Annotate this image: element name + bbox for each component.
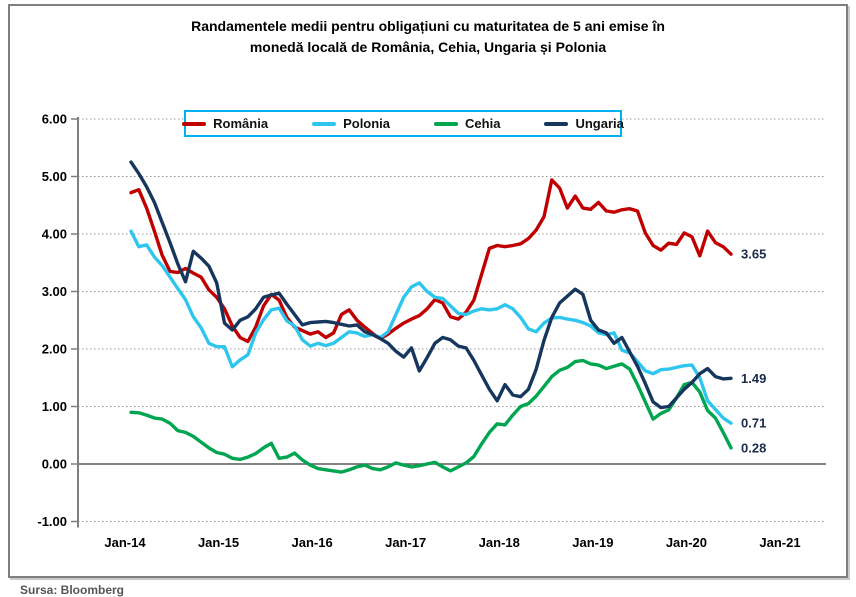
legend-item-românia: România bbox=[182, 116, 268, 131]
y-tick-label: 1.00 bbox=[42, 399, 67, 414]
legend-item-polonia: Polonia bbox=[312, 116, 390, 131]
series-line-ungaria bbox=[129, 160, 733, 410]
x-tick-label: Jan-21 bbox=[759, 535, 800, 550]
chart-title-line1: Randamentele medii pentru obligațiuni cu… bbox=[191, 18, 665, 34]
x-tick-label: Jan-18 bbox=[479, 535, 520, 550]
series-end-label-ungaria: 1.49 bbox=[741, 371, 766, 386]
y-tick-label: -1.00 bbox=[37, 514, 67, 529]
legend-item-cehia: Cehia bbox=[434, 116, 500, 131]
legend-item-ungaria: Ungaria bbox=[544, 116, 624, 131]
chart-title-line2: monedă locală de România, Cehia, Ungaria… bbox=[249, 39, 607, 55]
x-tick-label: Jan-15 bbox=[198, 535, 239, 550]
y-tick-label: 2.00 bbox=[42, 342, 67, 357]
y-tick-label: 5.00 bbox=[42, 169, 67, 184]
series-line-românia bbox=[129, 178, 733, 344]
y-tick-label: 3.00 bbox=[42, 284, 67, 299]
series-line-cehia bbox=[129, 358, 733, 474]
y-tick-label: 0.00 bbox=[42, 457, 67, 472]
legend-box: România Polonia Cehia Ungaria bbox=[182, 110, 624, 137]
legend-swatch-cehia bbox=[434, 121, 459, 126]
y-tick-label: 6.00 bbox=[42, 112, 67, 127]
legend-label-românia: România bbox=[213, 116, 269, 131]
x-tick-label: Jan-14 bbox=[104, 535, 146, 550]
chart-title: Randamentele medii pentru obligațiuni cu… bbox=[0, 16, 856, 58]
x-tick-label: Jan-19 bbox=[572, 535, 613, 550]
legend-label-ungaria: Ungaria bbox=[575, 116, 624, 131]
series-end-label-cehia: 0.28 bbox=[741, 440, 766, 455]
x-tick-label: Jan-16 bbox=[292, 535, 333, 550]
legend-swatch-ungaria bbox=[544, 121, 569, 126]
series-end-label-românia: 3.65 bbox=[741, 247, 766, 262]
y-tick-label: 4.00 bbox=[42, 227, 67, 242]
legend-label-cehia: Cehia bbox=[465, 116, 501, 131]
x-tick-label: Jan-17 bbox=[385, 535, 426, 550]
legend-swatch-polonia bbox=[312, 121, 337, 126]
legend-label-polonia: Polonia bbox=[343, 116, 391, 131]
x-tick-label: Jan-20 bbox=[666, 535, 707, 550]
series-end-label-polonia: 0.71 bbox=[741, 416, 766, 431]
legend-swatch-românia bbox=[182, 121, 207, 126]
